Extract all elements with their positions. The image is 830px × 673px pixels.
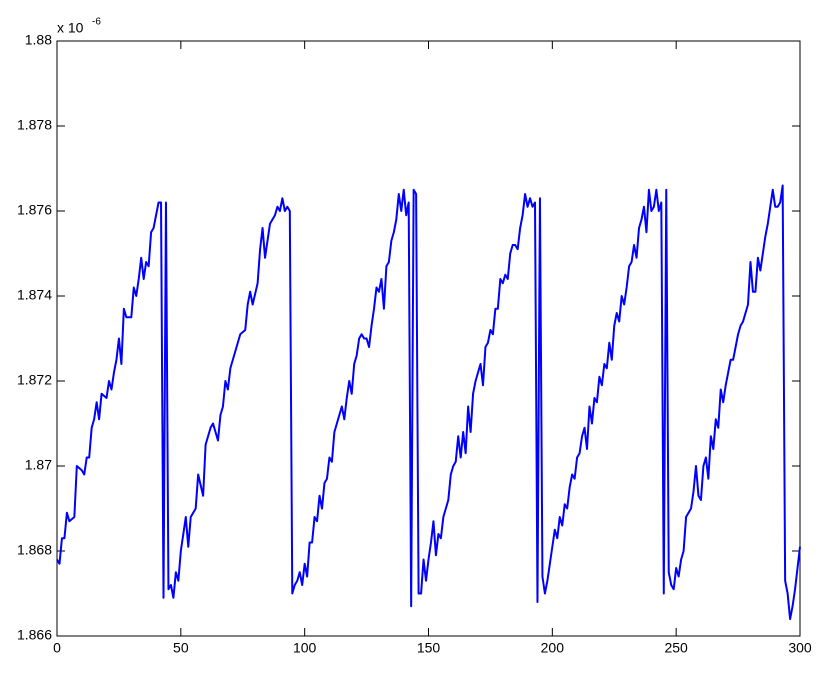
- exponent-power: -6: [92, 17, 101, 28]
- y-tick-label: 1.88: [25, 32, 52, 48]
- data-line: [56, 184, 801, 620]
- x-tick-label: 100: [293, 640, 317, 656]
- x-tick-label: 300: [788, 640, 812, 656]
- y-tick-label: 1.876: [17, 202, 52, 218]
- y-tick-label: 1.874: [17, 287, 52, 303]
- y-tick-label: 1.868: [17, 542, 52, 558]
- y-tick-label: 1.878: [17, 117, 52, 133]
- x-tick-label: 0: [53, 640, 61, 656]
- y-tick-label: 1.872: [17, 372, 52, 388]
- exponent-base: x 10: [57, 20, 84, 36]
- y-tick-label: 1.87: [25, 457, 52, 473]
- x-tick-label: 250: [664, 640, 688, 656]
- x-tick-label: 200: [541, 640, 565, 656]
- y-tick-label: 1.866: [17, 627, 52, 643]
- plot-frame: [56, 40, 801, 637]
- x-tick-label: 50: [173, 640, 189, 656]
- x-tick-label: 150: [417, 640, 441, 656]
